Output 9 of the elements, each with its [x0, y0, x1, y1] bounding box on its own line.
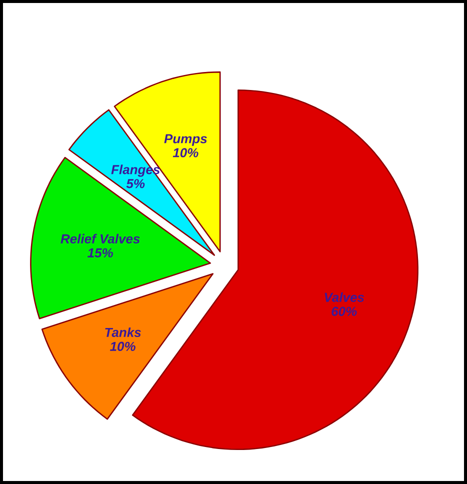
- slice-label: Pumps: [164, 134, 207, 146]
- slice-label: Tanks: [105, 327, 141, 338]
- data-label: 60%: [332, 306, 357, 316]
- slice-label: Valves: [324, 292, 364, 302]
- data-label: 10%: [110, 342, 136, 352]
- slice-label: Relief Valves: [60, 234, 140, 244]
- data-label: 15%: [88, 248, 113, 258]
- data-label: 5%: [126, 179, 145, 188]
- data-label: 10%: [172, 148, 198, 158]
